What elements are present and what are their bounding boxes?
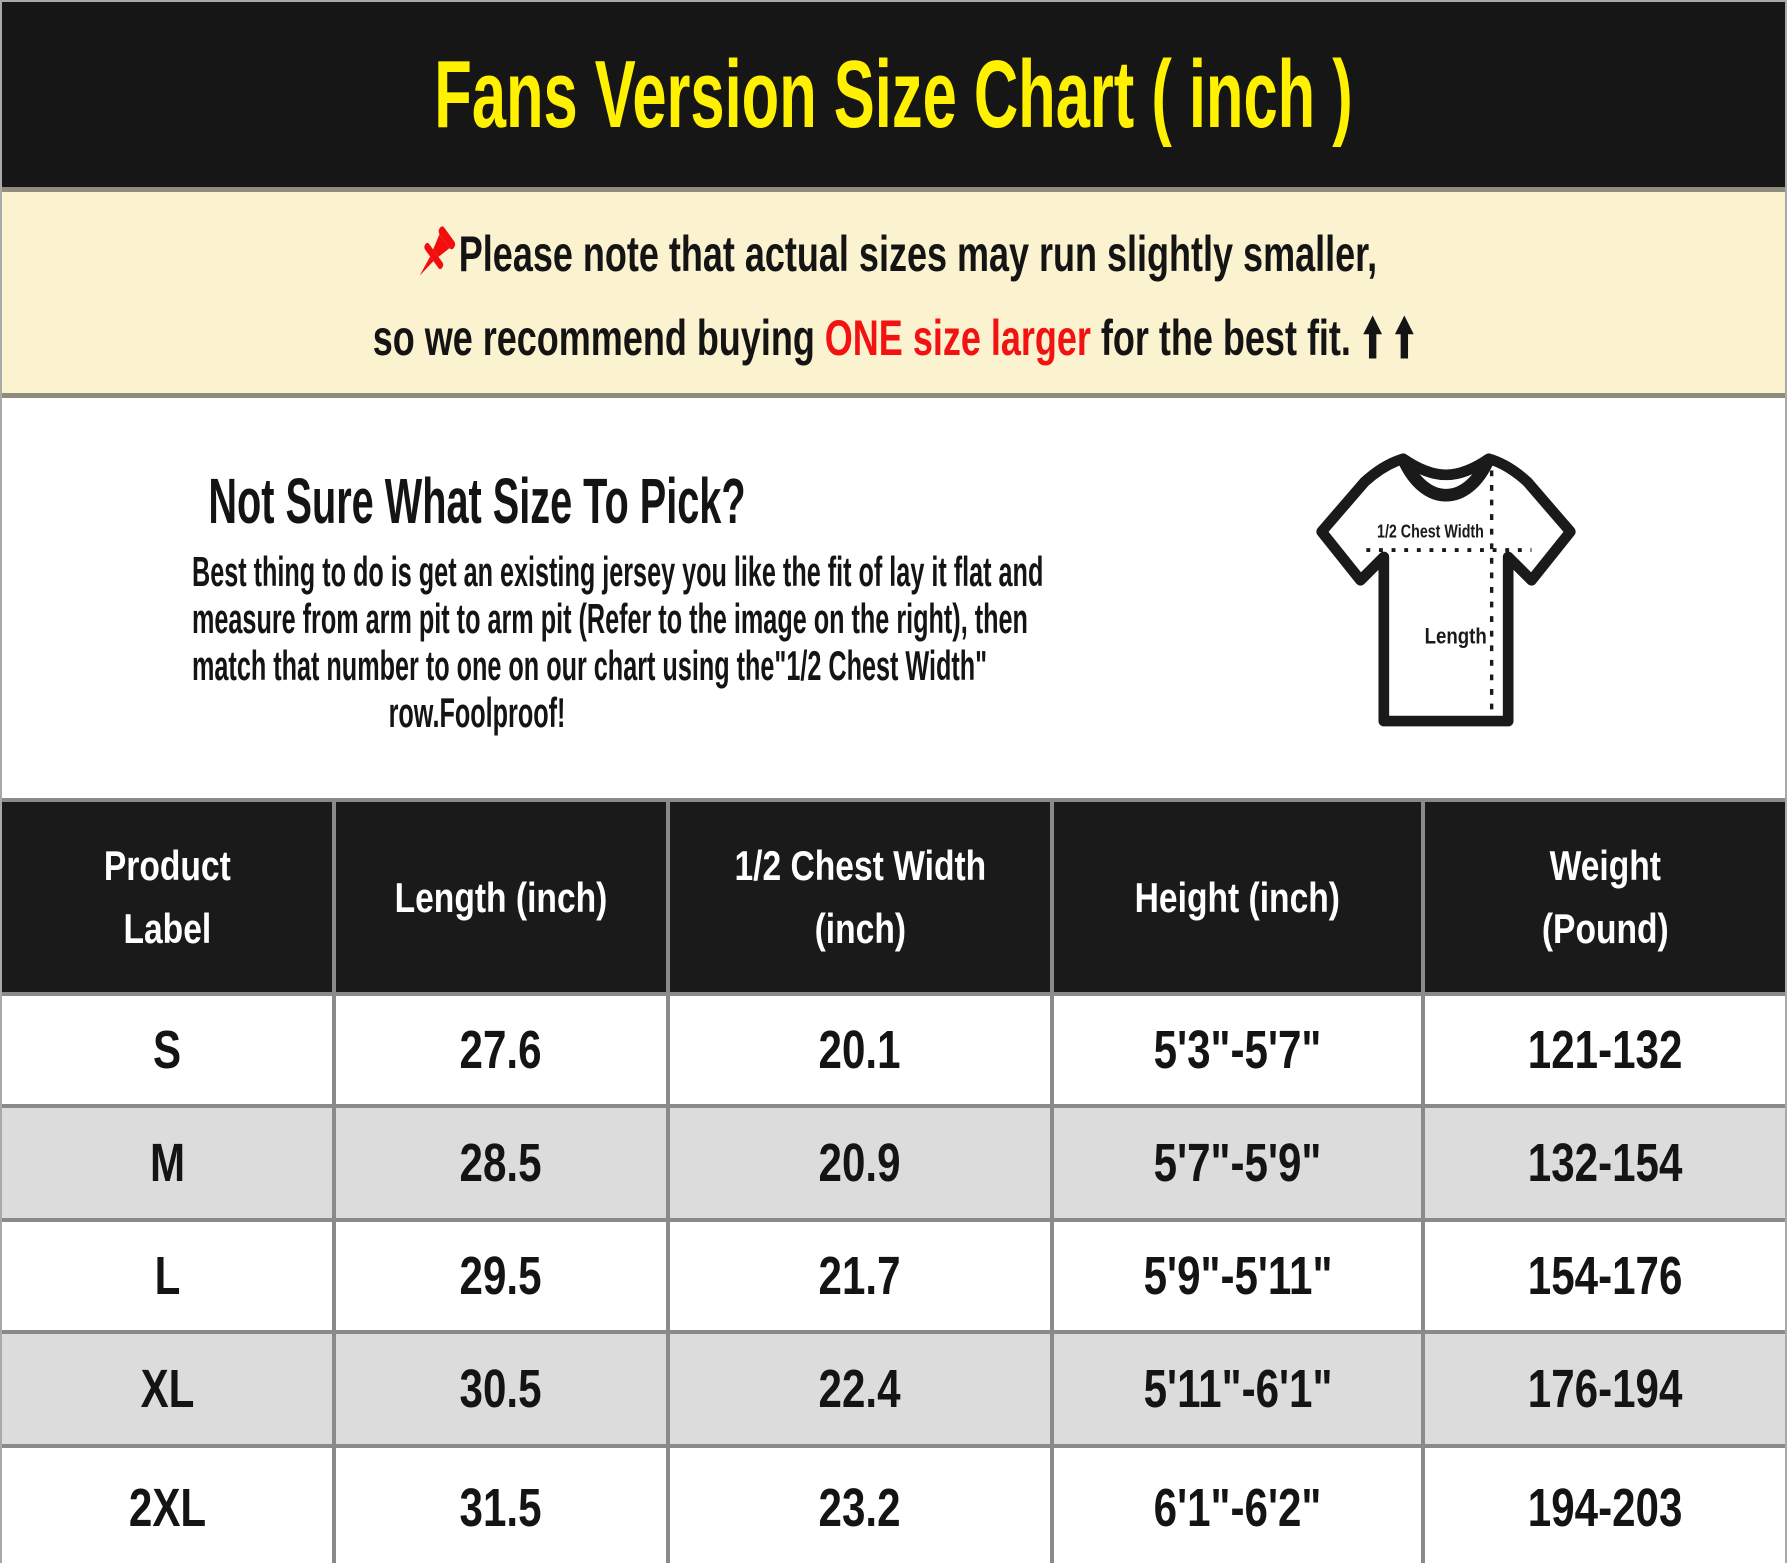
note-text-2b: for the best fit.	[1090, 309, 1351, 366]
guide-band: Not Sure What Size To Pick? Best thing t…	[2, 398, 1785, 798]
row-2xl-chest: 23.2	[669, 1448, 1051, 1563]
row-m-weight: 132-154	[1425, 1108, 1785, 1218]
row-2xl-label: 2XL	[2, 1448, 333, 1563]
row-m-height: 5'7"-5'9"	[1054, 1108, 1422, 1218]
page-title: Fans Version Size Chart ( inch )	[434, 40, 1353, 148]
title-band: Fans Version Size Chart ( inch )	[2, 2, 1785, 192]
row-s-label: S	[2, 996, 333, 1104]
row-xl-weight: 176-194	[1425, 1334, 1785, 1444]
note-line-1: Please note that actual sizes may run sl…	[252, 223, 1536, 289]
chest-width-label: 1/2 Chest Width	[1377, 520, 1484, 541]
up-arrow-icon	[1394, 315, 1414, 358]
row-s-weight: 121-132	[1425, 996, 1785, 1104]
pushpin-icon	[419, 225, 455, 276]
row-m-label: M	[2, 1108, 333, 1218]
up-arrow-icon	[1363, 315, 1382, 358]
col-header-chest-width: 1/2 Chest Width (inch)	[669, 802, 1051, 992]
length-label: Length	[1425, 623, 1487, 648]
tshirt-collar	[1397, 456, 1495, 502]
size-table: Product Label Length (inch) 1/2 Chest Wi…	[2, 798, 1785, 1563]
guide-heading: Not Sure What Size To Pick?	[208, 465, 746, 537]
row-l-chest: 21.7	[669, 1222, 1051, 1330]
row-2xl-weight: 194-203	[1425, 1448, 1785, 1563]
row-2xl-length: 31.5	[336, 1448, 666, 1563]
guide-body-line: Best thing to do is get an existing jers…	[192, 548, 1044, 595]
tshirt-measure-diagram: 1/2 Chest Width Length	[1316, 453, 1576, 727]
note-highlight: ONE size larger	[824, 309, 1091, 366]
guide-text-block: Not Sure What Size To Pick? Best thing t…	[2, 464, 1044, 736]
guide-body-line: match that number to one on our chart us…	[192, 642, 988, 689]
row-l-length: 29.5	[336, 1222, 666, 1330]
row-l-height: 5'9"-5'11"	[1054, 1222, 1422, 1330]
row-s-height: 5'3"-5'7"	[1054, 996, 1422, 1104]
row-l-weight: 154-176	[1425, 1222, 1785, 1330]
tshirt-outline	[1316, 453, 1576, 727]
row-s-length: 27.6	[336, 996, 666, 1104]
row-xl-length: 30.5	[336, 1334, 666, 1444]
row-2xl-height: 6'1"-6'2"	[1054, 1448, 1422, 1563]
row-xl-label: XL	[2, 1334, 333, 1444]
col-header-height: Height (inch)	[1054, 802, 1422, 992]
note-text-2a: so we recommend buying	[372, 309, 825, 366]
col-header-product-label: Product Label	[2, 802, 333, 992]
row-xl-height: 5'11"-6'1"	[1054, 1334, 1422, 1444]
col-header-weight: Weight (Pound)	[1425, 802, 1785, 992]
note-line-2: so we recommend buying ONE size larger f…	[252, 309, 1536, 367]
note-band: Please note that actual sizes may run sl…	[2, 192, 1785, 398]
row-s-chest: 20.1	[669, 996, 1051, 1104]
note-text-1: Please note that actual sizes may run sl…	[458, 225, 1378, 282]
row-m-chest: 20.9	[669, 1108, 1051, 1218]
guide-body-line: row.Foolproof!	[388, 689, 566, 736]
row-xl-chest: 22.4	[669, 1334, 1051, 1444]
row-m-length: 28.5	[336, 1108, 666, 1218]
col-header-length: Length (inch)	[336, 802, 666, 992]
row-l-label: L	[2, 1222, 333, 1330]
guide-body-line: measure from arm pit to arm pit (Refer t…	[192, 595, 1028, 642]
